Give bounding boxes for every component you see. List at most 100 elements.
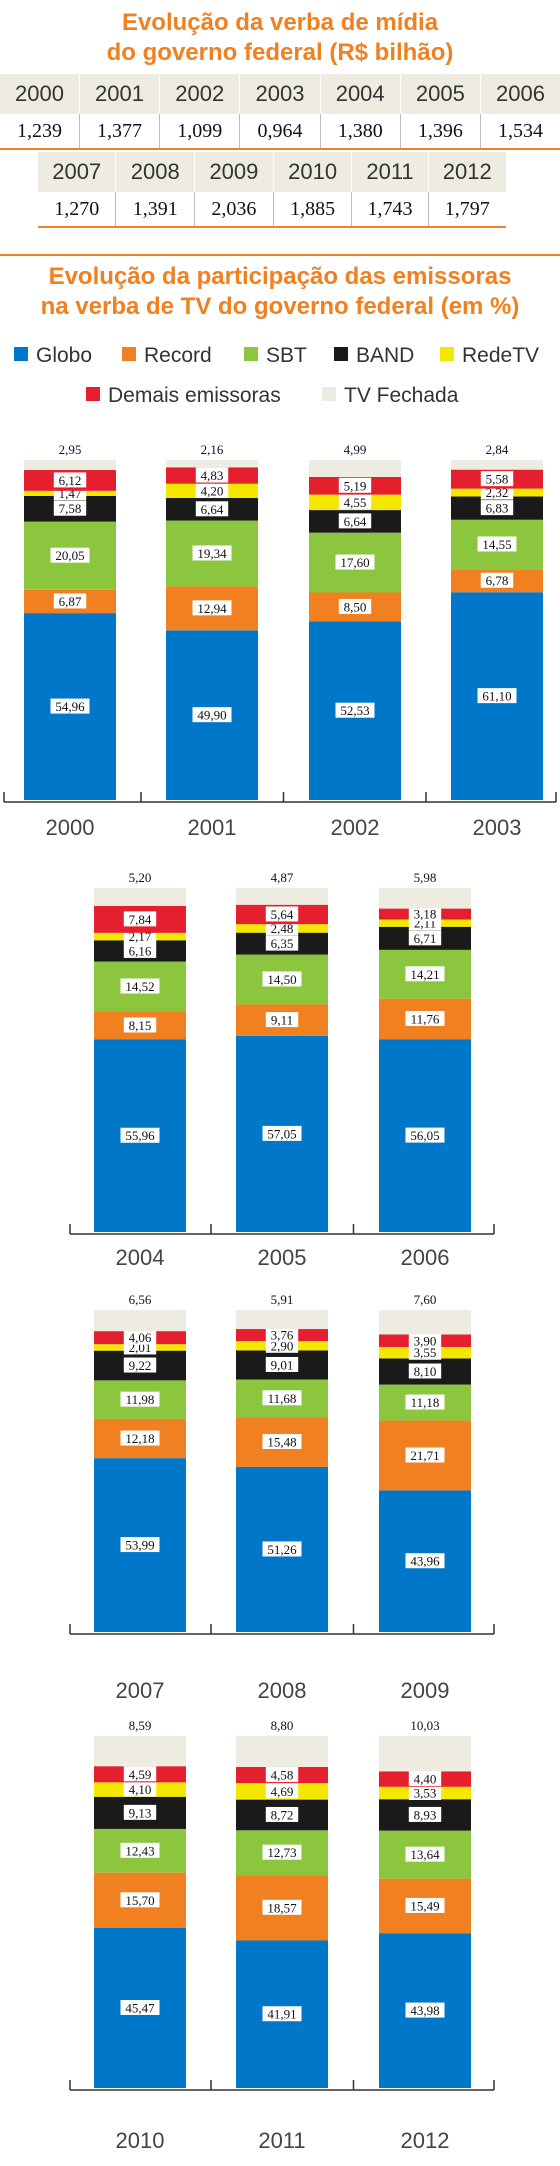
data-label-box	[123, 911, 157, 927]
legend-item-band: BAND	[334, 344, 414, 368]
data-label: 15,70	[125, 1893, 154, 1908]
data-label-box	[405, 1127, 445, 1143]
data-label-box	[405, 966, 445, 982]
data-label: 5,64	[271, 907, 294, 922]
data-label-box	[262, 1434, 302, 1450]
data-label: 14,21	[410, 967, 439, 982]
budget-value: 1,270	[54, 197, 100, 220]
data-label-box	[50, 698, 90, 714]
data-label: 12,73	[267, 1845, 296, 1860]
data-label: 8,72	[271, 1807, 294, 1822]
data-label-box	[262, 1541, 302, 1557]
data-label-box	[262, 1125, 302, 1141]
x-tick-label: 2009	[401, 1678, 450, 1703]
data-label-box	[120, 1537, 160, 1553]
data-label: 15,48	[267, 1435, 296, 1450]
budget-year: 2010	[272, 152, 352, 192]
data-label: 21,71	[410, 1448, 439, 1463]
data-label-box	[405, 1553, 445, 1569]
data-label: 6,71	[414, 931, 437, 946]
x-tick-label: 2005	[258, 1245, 307, 1270]
data-label-box	[123, 942, 157, 958]
data-label: 4,83	[201, 468, 224, 483]
data-label-box	[192, 600, 232, 616]
data-label: 8,80	[271, 1718, 294, 1733]
data-label-box	[405, 1447, 445, 1463]
budget-years-row: 2000 2001 2002 2003 2004 2005 2006	[0, 74, 560, 114]
bar-segment-tv-fechada	[94, 1310, 186, 1332]
data-label: 43,96	[410, 1554, 440, 1569]
data-label: 8,10	[414, 1364, 437, 1379]
legend-label: Demais emissoras	[108, 384, 281, 407]
budget-year: 2005	[399, 74, 481, 114]
budget-years-row: 2007 2008 2009 2010 2011 2012	[38, 152, 506, 192]
data-label: 14,50	[267, 972, 296, 987]
legend-item-sbt: SBT	[244, 344, 307, 368]
data-label-box	[338, 494, 372, 510]
data-label-box	[480, 500, 514, 516]
data-label-box	[408, 1806, 442, 1822]
data-label-box	[335, 554, 375, 570]
x-tick-label: 2008	[258, 1678, 307, 1703]
data-label: 52,53	[340, 703, 369, 718]
budget-year: 2009	[194, 152, 274, 192]
budget-year: 2001	[78, 74, 160, 114]
data-label: 3,76	[271, 1328, 294, 1343]
legend-item-globo: Globo	[14, 344, 92, 368]
data-label-box	[480, 471, 514, 487]
data-label: 8,15	[129, 1018, 152, 1033]
data-label-box	[192, 707, 232, 723]
data-label: 41,91	[267, 2007, 296, 2022]
share-title-line2: na verba de TV do governo federal (em %)	[40, 293, 520, 320]
data-label: 49,90	[197, 708, 226, 723]
data-label: 7,60	[414, 1292, 437, 1307]
data-label-box	[123, 1804, 157, 1820]
data-label: 12,18	[125, 1431, 154, 1446]
data-label-box	[408, 1344, 442, 1360]
legend-label: Record	[144, 344, 212, 367]
data-label: 51,26	[267, 1542, 297, 1557]
data-label-box	[265, 1783, 299, 1799]
data-label: 6,83	[486, 501, 509, 516]
share-title: Evolução da participação das emissoras n…	[0, 262, 560, 322]
data-label: 6,35	[271, 936, 294, 951]
x-tick-label: 2007	[116, 1678, 165, 1703]
data-label-box	[50, 547, 90, 563]
data-label: 2,48	[271, 921, 294, 936]
budget-year: 2003	[239, 74, 321, 114]
data-label: 7,58	[59, 501, 82, 516]
data-label-box	[120, 978, 160, 994]
legend-label: TV Fechada	[344, 384, 459, 407]
data-label-box	[405, 2002, 445, 2018]
data-label-box	[338, 477, 372, 493]
data-label: 7,84	[129, 912, 152, 927]
budget-values-row: 1,239 1,377 1,099 0,964 1,380 1,396 1,53…	[0, 114, 560, 149]
data-label: 3,18	[414, 907, 437, 922]
data-label-box	[262, 1844, 302, 1860]
data-label: 19,34	[197, 546, 227, 561]
data-label-box	[405, 1897, 445, 1913]
data-label: 6,64	[201, 502, 224, 517]
budget-value: 1,391	[115, 192, 195, 227]
data-label: 4,59	[129, 1767, 152, 1782]
data-label-box	[477, 688, 517, 704]
data-label: 3,53	[414, 1786, 437, 1801]
budget-year: 2011	[351, 152, 429, 192]
legend-item-demais: Demais emissoras	[86, 384, 281, 408]
budget-year: 2008	[115, 152, 195, 192]
data-label: 45,47	[125, 2000, 155, 2015]
budget-year: 2006	[480, 74, 560, 114]
data-label: 9,11	[271, 1013, 293, 1028]
legend-item-redetv: RedeTV	[440, 344, 539, 368]
chart-legend: Globo Record SBT BAND RedeTV Demais emis…	[0, 344, 560, 414]
data-label-box	[120, 1391, 160, 1407]
data-label: 53,99	[125, 1538, 154, 1553]
data-label: 3,90	[414, 1333, 437, 1348]
data-label: 20,05	[55, 548, 84, 563]
data-label: 9,13	[129, 1805, 152, 1820]
data-label: 4,55	[344, 495, 367, 510]
data-label-box	[265, 935, 299, 951]
data-label: 10,03	[410, 1718, 439, 1733]
data-label-box	[262, 971, 302, 987]
legend-item-tv-fechada: TV Fechada	[322, 384, 458, 408]
